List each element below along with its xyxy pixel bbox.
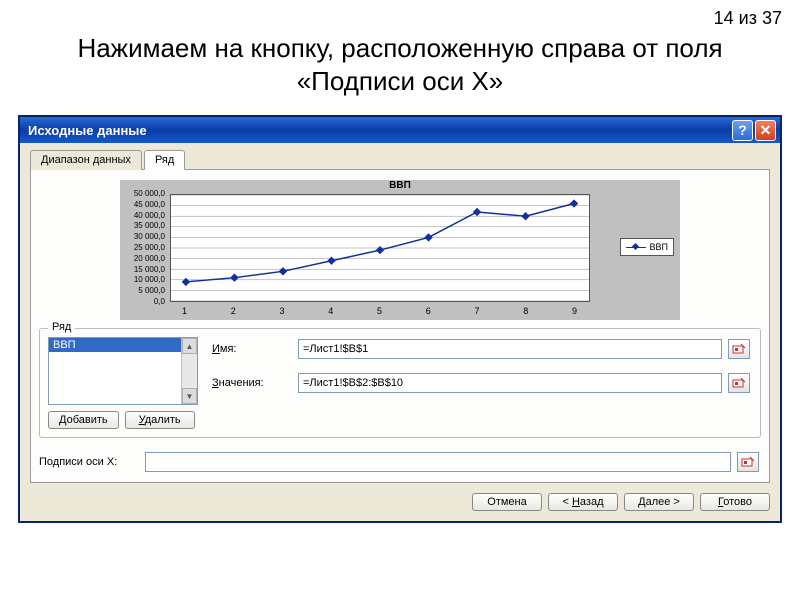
cancel-button[interactable]: Отмена <box>472 493 542 511</box>
x-tick-label: 6 <box>426 306 431 316</box>
y-tick-label: 20 000,0 <box>134 254 165 263</box>
remove-button[interactable]: Удалить <box>125 411 195 429</box>
help-button[interactable]: ? <box>732 120 753 141</box>
name-input[interactable] <box>298 339 722 359</box>
titlebar[interactable]: Исходные данные ? ✕ <box>20 117 780 143</box>
x-tick-label: 1 <box>182 306 187 316</box>
series-fieldset: Ряд ВВП ▲ ▼ Добавить Удалить <box>39 328 761 438</box>
scroll-down-icon[interactable]: ▼ <box>182 388 197 404</box>
axis-x-range-button[interactable] <box>737 452 759 472</box>
name-range-button[interactable] <box>728 339 750 359</box>
chart-title: ВВП <box>120 180 680 191</box>
x-tick-label: 4 <box>328 306 333 316</box>
values-input[interactable] <box>298 373 722 393</box>
y-tick-label: 0,0 <box>154 297 165 306</box>
window-title: Исходные данные <box>28 123 730 138</box>
series-fieldset-label: Ряд <box>48 321 75 333</box>
page-counter: 14 из 37 <box>714 8 782 29</box>
y-tick-label: 25 000,0 <box>134 243 165 252</box>
y-tick-label: 10 000,0 <box>134 275 165 284</box>
close-button[interactable]: ✕ <box>755 120 776 141</box>
list-item[interactable]: ВВП <box>49 338 197 352</box>
x-tick-label: 7 <box>475 306 480 316</box>
legend: ВВП <box>620 238 674 256</box>
y-tick-label: 45 000,0 <box>134 200 165 209</box>
chart-preview: ВВП 0,05 000,010 000,015 000,020 000,025… <box>120 180 680 320</box>
x-tick-label: 2 <box>231 306 236 316</box>
y-tick-label: 5 000,0 <box>138 286 165 295</box>
series-list[interactable]: ВВП ▲ ▼ <box>48 337 198 405</box>
next-button[interactable]: Далее > <box>624 493 694 511</box>
dialog-window: Исходные данные ? ✕ Диапазон данных Ряд … <box>18 115 782 523</box>
y-tick-label: 35 000,0 <box>134 221 165 230</box>
tab-data-range[interactable]: Диапазон данных <box>30 150 142 170</box>
y-tick-label: 30 000,0 <box>134 232 165 241</box>
x-tick-label: 8 <box>523 306 528 316</box>
x-tick-label: 5 <box>377 306 382 316</box>
scrollbar[interactable]: ▲ ▼ <box>181 338 197 404</box>
values-range-button[interactable] <box>728 373 750 393</box>
axis-x-label: Подписи оси X: <box>39 456 139 468</box>
plot-area <box>170 194 590 302</box>
instruction-text: Нажимаем на кнопку, расположенную справа… <box>0 0 800 109</box>
tab-panel-series: ВВП 0,05 000,010 000,015 000,020 000,025… <box>30 169 770 483</box>
values-label: Значения: <box>212 377 292 389</box>
legend-marker-icon <box>626 243 646 251</box>
x-tick-label: 3 <box>280 306 285 316</box>
y-tick-label: 40 000,0 <box>134 211 165 220</box>
axis-x-input[interactable] <box>145 452 731 472</box>
finish-button[interactable]: Готово <box>700 493 770 511</box>
back-button[interactable]: < Назад <box>548 493 618 511</box>
name-label: Имя: <box>212 343 292 355</box>
x-tick-label: 9 <box>572 306 577 316</box>
tab-series[interactable]: Ряд <box>144 150 185 170</box>
legend-label: ВВП <box>650 242 668 252</box>
add-button[interactable]: Добавить <box>48 411 119 429</box>
y-tick-label: 50 000,0 <box>134 189 165 198</box>
scroll-up-icon[interactable]: ▲ <box>182 338 197 354</box>
y-tick-label: 15 000,0 <box>134 265 165 274</box>
